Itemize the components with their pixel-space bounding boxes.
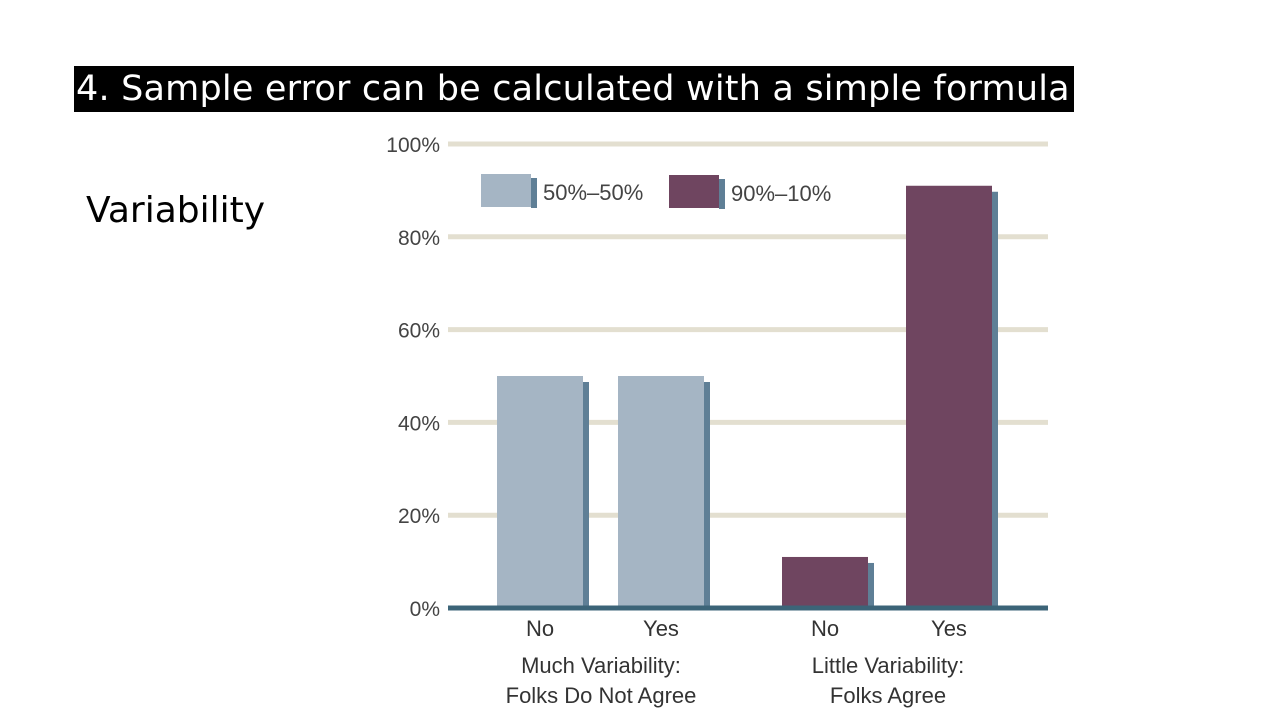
bar-shadow: [992, 191, 998, 608]
x-category-label: No: [526, 616, 554, 641]
y-tick-label: 80%: [398, 227, 440, 250]
y-tick-label: 40%: [398, 412, 440, 435]
legend-swatch: [669, 175, 719, 208]
group-label: Folks Agree: [830, 683, 946, 708]
legend-swatch-shadow: [719, 179, 725, 209]
legend-label: 50%–50%: [543, 180, 643, 205]
y-tick-label: 60%: [398, 320, 440, 343]
bar-shadow: [868, 562, 874, 608]
y-tick-label: 0%: [410, 598, 440, 621]
group-label: Folks Do Not Agree: [506, 683, 697, 708]
bar-shadow: [704, 382, 710, 608]
x-category-label: Yes: [931, 616, 967, 641]
y-tick-label: 100%: [386, 134, 440, 157]
group-label: Much Variability:: [521, 653, 681, 678]
slide-subtitle: Variability: [86, 190, 266, 231]
bar: [906, 185, 992, 608]
legend-label: 90%–10%: [731, 181, 831, 206]
x-category-label: Yes: [643, 616, 679, 641]
legend-swatch-shadow: [531, 178, 537, 208]
group-label: Little Variability:: [812, 653, 964, 678]
bar: [782, 556, 868, 608]
bar: [497, 376, 583, 608]
y-tick-label: 20%: [398, 505, 440, 528]
legend-swatch: [481, 174, 531, 207]
slide-title: 4. Sample error can be calculated with a…: [74, 66, 1074, 112]
x-category-label: No: [811, 616, 839, 641]
bar: [618, 376, 704, 608]
bar-shadow: [583, 382, 589, 608]
